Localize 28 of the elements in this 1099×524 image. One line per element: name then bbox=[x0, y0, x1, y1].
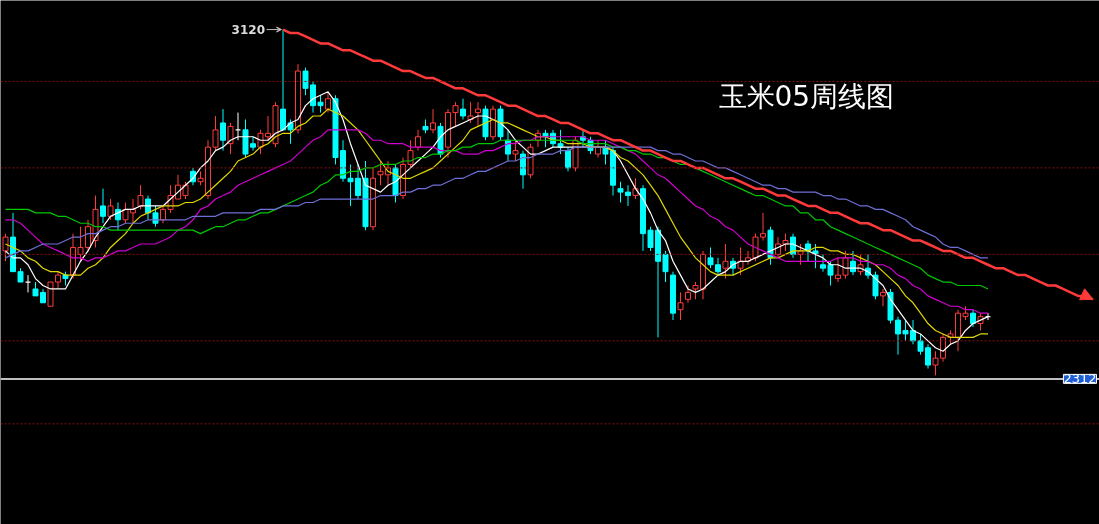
candlestick bbox=[137, 184, 144, 210]
candlestick bbox=[460, 98, 466, 120]
candlestick bbox=[100, 188, 106, 224]
candlestick bbox=[107, 198, 114, 221]
candlestick bbox=[565, 146, 571, 172]
candlestick bbox=[212, 115, 219, 152]
candlestick bbox=[430, 108, 436, 134]
candlestick bbox=[595, 139, 601, 159]
candlestick bbox=[24, 274, 32, 293]
candlestick bbox=[325, 91, 331, 114]
candlestick bbox=[520, 150, 526, 190]
candlestick bbox=[880, 288, 886, 307]
candlestick bbox=[512, 139, 519, 162]
candlestick bbox=[677, 291, 684, 321]
candlestick bbox=[234, 112, 242, 141]
candlestick bbox=[850, 250, 856, 276]
annotation: 2312 bbox=[1063, 371, 1097, 387]
candlestick bbox=[722, 243, 729, 280]
text: 玉米05周线图 bbox=[718, 79, 895, 113]
candlestick bbox=[737, 246, 744, 276]
candlestick bbox=[220, 108, 226, 152]
annotation: 3120 bbox=[231, 23, 266, 38]
candlestick bbox=[152, 205, 159, 228]
candlestick bbox=[227, 122, 234, 155]
candlestick bbox=[475, 101, 481, 127]
candlestick bbox=[415, 129, 421, 152]
candlestick bbox=[557, 129, 564, 155]
candlestick bbox=[872, 271, 879, 300]
